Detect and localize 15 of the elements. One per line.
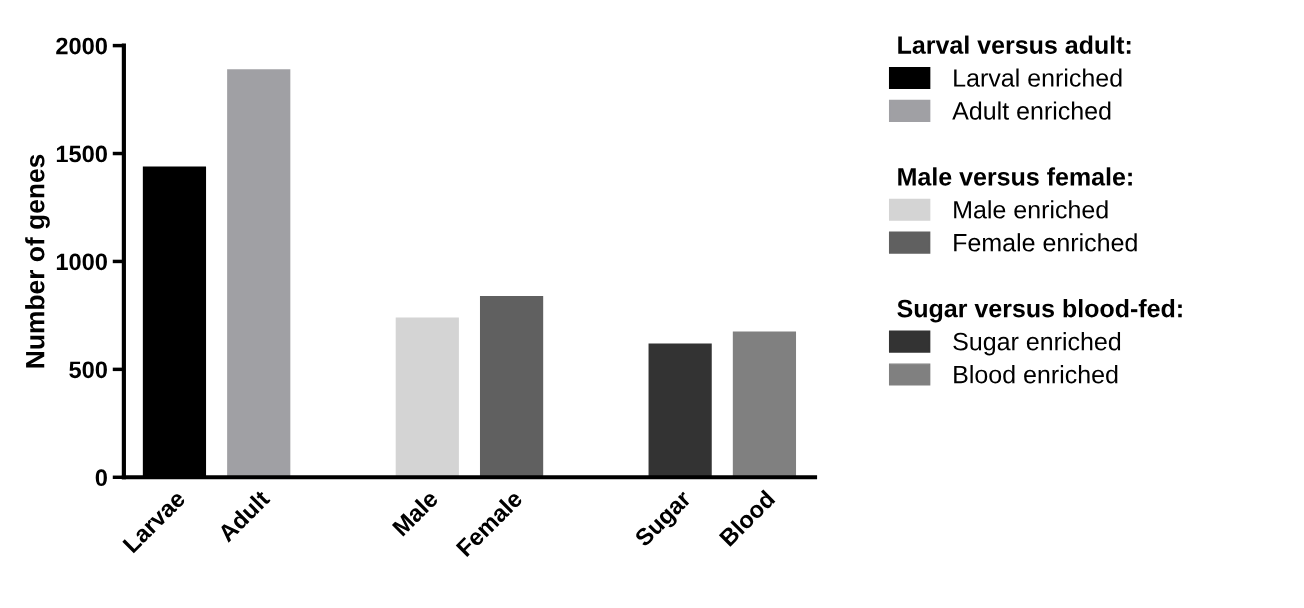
y-tick-label: 0: [95, 469, 107, 487]
y-tick-label: 1000: [56, 253, 107, 271]
legend-label: Male enriched: [954, 200, 1108, 219]
text: Larval versus adult:: [898, 35, 1131, 54]
y-tick-label: 500: [69, 361, 107, 379]
legend-label: Female enriched: [954, 233, 1137, 252]
text: Male versus female:: [898, 167, 1132, 186]
y-axis-title: Number of genes: [25, 154, 50, 368]
y-tick-label: 2000: [56, 37, 107, 55]
text: Sugar versus blood-fed:: [897, 299, 1182, 323]
legend-label: Sugar enriched: [953, 332, 1121, 356]
legend-label: Blood enriched: [954, 365, 1118, 384]
legend-label: Adult enriched: [952, 101, 1111, 120]
legend-label: Larval enriched: [954, 68, 1122, 87]
y-tick-label: 1500: [56, 145, 107, 163]
